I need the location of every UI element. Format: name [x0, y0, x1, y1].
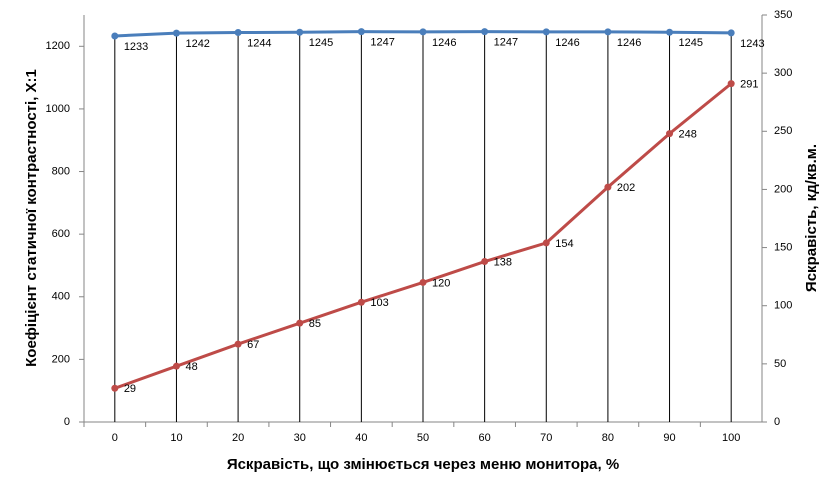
point	[111, 32, 119, 40]
x-tick-label: 50	[417, 432, 429, 444]
x-axis-title: Яскравість, що змінюється через меню мон…	[227, 456, 619, 473]
data-label: 1243	[740, 38, 764, 50]
point	[727, 80, 735, 88]
x-tick-label: 40	[355, 432, 367, 444]
point	[172, 29, 180, 37]
x-tick-label: 10	[170, 432, 182, 444]
data-label: 1246	[617, 37, 641, 49]
point	[234, 340, 242, 348]
y2-tick-label: 350	[774, 9, 792, 21]
point	[357, 298, 365, 306]
data-label: 1242	[185, 38, 209, 50]
data-label: 29	[124, 383, 136, 395]
y-tick-label: 200	[52, 353, 70, 365]
y-tick-label: 400	[52, 291, 70, 303]
point	[481, 258, 489, 266]
point	[172, 362, 180, 370]
y-tick-label: 1000	[46, 103, 70, 115]
data-label: 1246	[432, 37, 456, 49]
point	[666, 28, 674, 36]
y2-axis-title: Яскравість, кд/кв.м.	[803, 144, 820, 292]
y2-tick-label: 50	[774, 358, 786, 370]
x-tick-label: 100	[722, 432, 740, 444]
x-tick-label: 70	[540, 432, 552, 444]
y2-tick-label: 150	[774, 241, 792, 253]
point	[542, 239, 550, 247]
point	[296, 28, 304, 36]
data-label: 1245	[679, 37, 703, 49]
y-tick-label: 0	[64, 416, 70, 428]
point	[604, 28, 612, 36]
data-label: 48	[185, 361, 197, 373]
point	[111, 384, 119, 392]
y2-tick-label: 100	[774, 300, 792, 312]
data-label: 1246	[555, 37, 579, 49]
x-tick-label: 80	[602, 432, 614, 444]
y-tick-label: 800	[52, 165, 70, 177]
data-label: 248	[679, 129, 697, 141]
data-label: 1233	[124, 41, 148, 53]
data-label: 1245	[309, 37, 333, 49]
point	[604, 183, 612, 191]
point	[419, 28, 427, 36]
point	[727, 29, 735, 37]
y-tick-label: 1200	[46, 40, 70, 52]
data-label: 1244	[247, 37, 271, 49]
data-label: 103	[370, 297, 388, 309]
data-label: 1247	[494, 36, 518, 48]
y2-tick-label: 0	[774, 416, 780, 428]
data-label: 154	[555, 238, 573, 250]
data-label: 67	[247, 339, 259, 351]
y2-tick-label: 250	[774, 125, 792, 137]
point	[296, 319, 304, 327]
y2-tick-label: 300	[774, 67, 792, 79]
y-axis-title: Коефіцієнт статичної контрастності, X:1	[23, 69, 40, 367]
point	[542, 28, 550, 36]
point	[666, 130, 674, 138]
data-label: 291	[740, 79, 758, 91]
data-label: 1247	[370, 36, 394, 48]
x-tick-label: 30	[294, 432, 306, 444]
point	[357, 28, 365, 36]
x-tick-label: 60	[479, 432, 491, 444]
data-label: 138	[494, 256, 512, 268]
y2-tick-label: 200	[774, 183, 792, 195]
point	[481, 28, 489, 36]
x-tick-label: 20	[232, 432, 244, 444]
y-tick-label: 600	[52, 228, 70, 240]
data-label: 120	[432, 277, 450, 289]
point	[234, 29, 242, 37]
x-tick-label: 90	[663, 432, 675, 444]
point	[419, 278, 427, 286]
data-label: 202	[617, 182, 635, 194]
data-label: 85	[309, 318, 321, 330]
x-tick-label: 0	[112, 432, 118, 444]
